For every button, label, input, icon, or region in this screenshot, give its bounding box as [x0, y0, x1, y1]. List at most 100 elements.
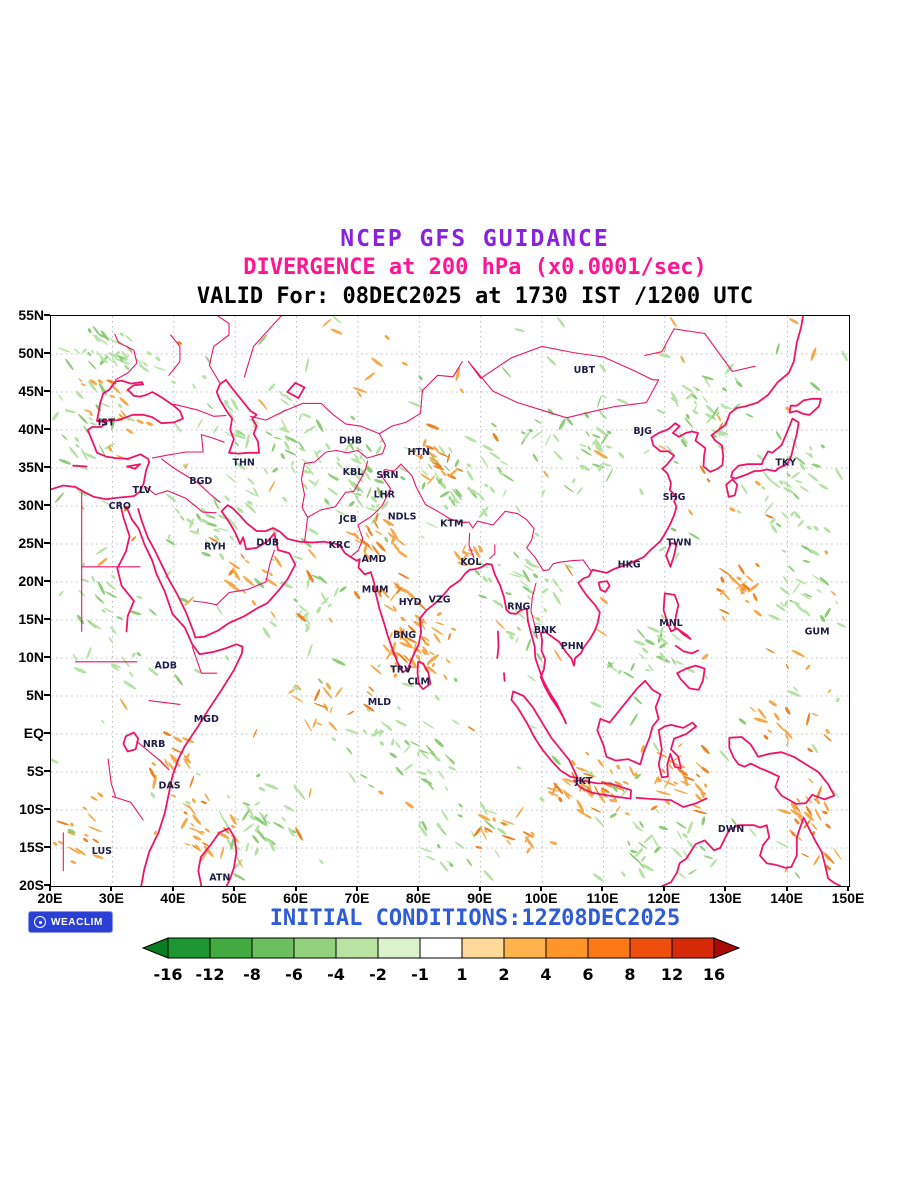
colorbar-segment	[209, 937, 253, 959]
map-frame: IST TLV CRO BGD THN RYH DUB DHB KBL SRN HTN LHR JCB N…	[50, 315, 850, 887]
weaclim-logo-text: WEACLIM	[51, 916, 103, 928]
chart-valid-line: VALID For: 08DEC2025 at 1730 IST /1200 U…	[196, 284, 754, 309]
colorbar-label: 1	[456, 965, 468, 984]
colorbar: -16 -12 -8 -6 -4 -2 -1 1 2 4 6 8 12 16	[141, 936, 741, 985]
station-label: KTM	[440, 519, 463, 530]
station-label: RYH	[204, 541, 226, 552]
station-label: CLM	[407, 677, 429, 688]
lon-tick-label: 80E	[405, 890, 431, 906]
colorbar-right-arrow	[713, 937, 741, 959]
lon-tick-label: 100E	[524, 890, 558, 906]
colorbar-label: 2	[498, 965, 510, 984]
divergence-shading	[51, 316, 848, 882]
lat-tick-label: 45N	[18, 383, 44, 399]
station-label: VZG	[429, 595, 451, 606]
lat-tick-label: 20N	[18, 573, 44, 589]
station-label: PHN	[561, 641, 584, 652]
station-label: TWN	[667, 538, 692, 549]
colorbar-segment	[461, 937, 505, 959]
colorbar-label: 16	[702, 965, 726, 984]
colorbar-label: -16	[153, 965, 183, 984]
station-label: NRB	[143, 739, 166, 750]
colorbar-segment	[251, 937, 295, 959]
lat-tick-label: 25N	[18, 535, 44, 551]
colorbar-label: -12	[195, 965, 225, 984]
colorbar-label: -8	[243, 965, 261, 984]
station-label: LHR	[374, 490, 396, 501]
station-label: KRC	[329, 540, 351, 551]
station-label: RNG	[507, 601, 530, 612]
lon-tick-label: 20E	[37, 890, 63, 906]
lat-tick-label: 15N	[18, 611, 44, 627]
colorbar-label: -4	[327, 965, 345, 984]
station-label: DUB	[256, 538, 279, 549]
station-label: HYD	[399, 597, 422, 608]
lon-tick-label: 110E	[586, 890, 619, 906]
station-label: GUM	[805, 626, 830, 637]
colorbar-strip	[141, 937, 741, 959]
lat-tick-label: 50N	[18, 345, 44, 361]
colorbar-segment	[419, 937, 463, 959]
colorbar-segment	[293, 937, 337, 959]
weaclim-logo-icon	[34, 916, 46, 928]
station-label: MUM	[362, 585, 389, 596]
colorbar-segment	[629, 937, 673, 959]
station-label: DWN	[718, 824, 744, 835]
station-label: BGD	[189, 476, 212, 487]
initial-conditions-text: INITIAL CONDITIONS:12Z08DEC2025	[269, 906, 681, 931]
lat-tick-label: 10S	[19, 801, 44, 817]
station-label: UBT	[574, 365, 596, 376]
lon-tick-label: 140E	[770, 890, 803, 906]
lat-tick-label: 30N	[18, 497, 44, 513]
colorbar-label: 12	[660, 965, 684, 984]
lon-tick-label: 60E	[283, 890, 308, 906]
lat-tick-label: 55N	[18, 307, 44, 323]
coastlines	[51, 316, 842, 886]
lon-tick-label: 150E	[831, 890, 865, 906]
station-label: TLV	[133, 485, 152, 496]
colorbar-segment	[503, 937, 547, 959]
colorbar-labels: -16 -12 -8 -6 -4 -2 -1 1 2 4 6 8 12 16	[142, 965, 740, 985]
station-label: LUS	[92, 846, 112, 857]
station-label: SHG	[663, 492, 686, 503]
station-label: MNL	[659, 618, 682, 629]
station-label: IST	[98, 417, 115, 428]
station-label: DAS	[158, 781, 180, 792]
colorbar-segment	[335, 937, 379, 959]
country-borders	[62, 316, 756, 872]
colorbar-segment	[671, 937, 715, 959]
station-label: HKG	[618, 560, 641, 571]
station-label: JCB	[338, 514, 357, 525]
colorbar-left-arrow	[141, 937, 169, 959]
station-label: CRO	[109, 501, 131, 512]
lon-tick-label: 30E	[98, 890, 124, 906]
lat-tick-label: 40N	[18, 421, 44, 437]
title-block: NCEP GFS GUIDANCE DIVERGENCE at 200 hPa …	[50, 226, 900, 310]
colorbar-label: -1	[411, 965, 429, 984]
station-label: KBL	[343, 467, 364, 478]
station-label: DHB	[339, 436, 362, 447]
colorbar-label: -2	[369, 965, 387, 984]
colorbar-segment	[587, 937, 631, 959]
colorbar-label: 4	[540, 965, 552, 984]
station-label: MLD	[368, 697, 392, 708]
lat-tick-label: 20S	[19, 877, 44, 893]
station-label: THN	[233, 458, 255, 469]
lat-tick-label: 10N	[18, 649, 44, 665]
station-label: AMD	[362, 554, 387, 565]
station-label: NDLS	[388, 512, 417, 523]
station-label: ADB	[155, 661, 177, 672]
colorbar-segment	[545, 937, 589, 959]
station-label: BJG	[633, 426, 652, 437]
station-label: TRV	[390, 664, 412, 675]
station-label: BNG	[393, 630, 416, 641]
lat-tick-label: 35N	[18, 459, 44, 475]
lon-tick-label: 50E	[221, 890, 247, 906]
station-label: TKY	[775, 458, 796, 469]
lon-tick-label: 120E	[647, 890, 681, 906]
lat-tick-label: 15S	[19, 839, 44, 855]
station-label: BNK	[534, 625, 557, 636]
